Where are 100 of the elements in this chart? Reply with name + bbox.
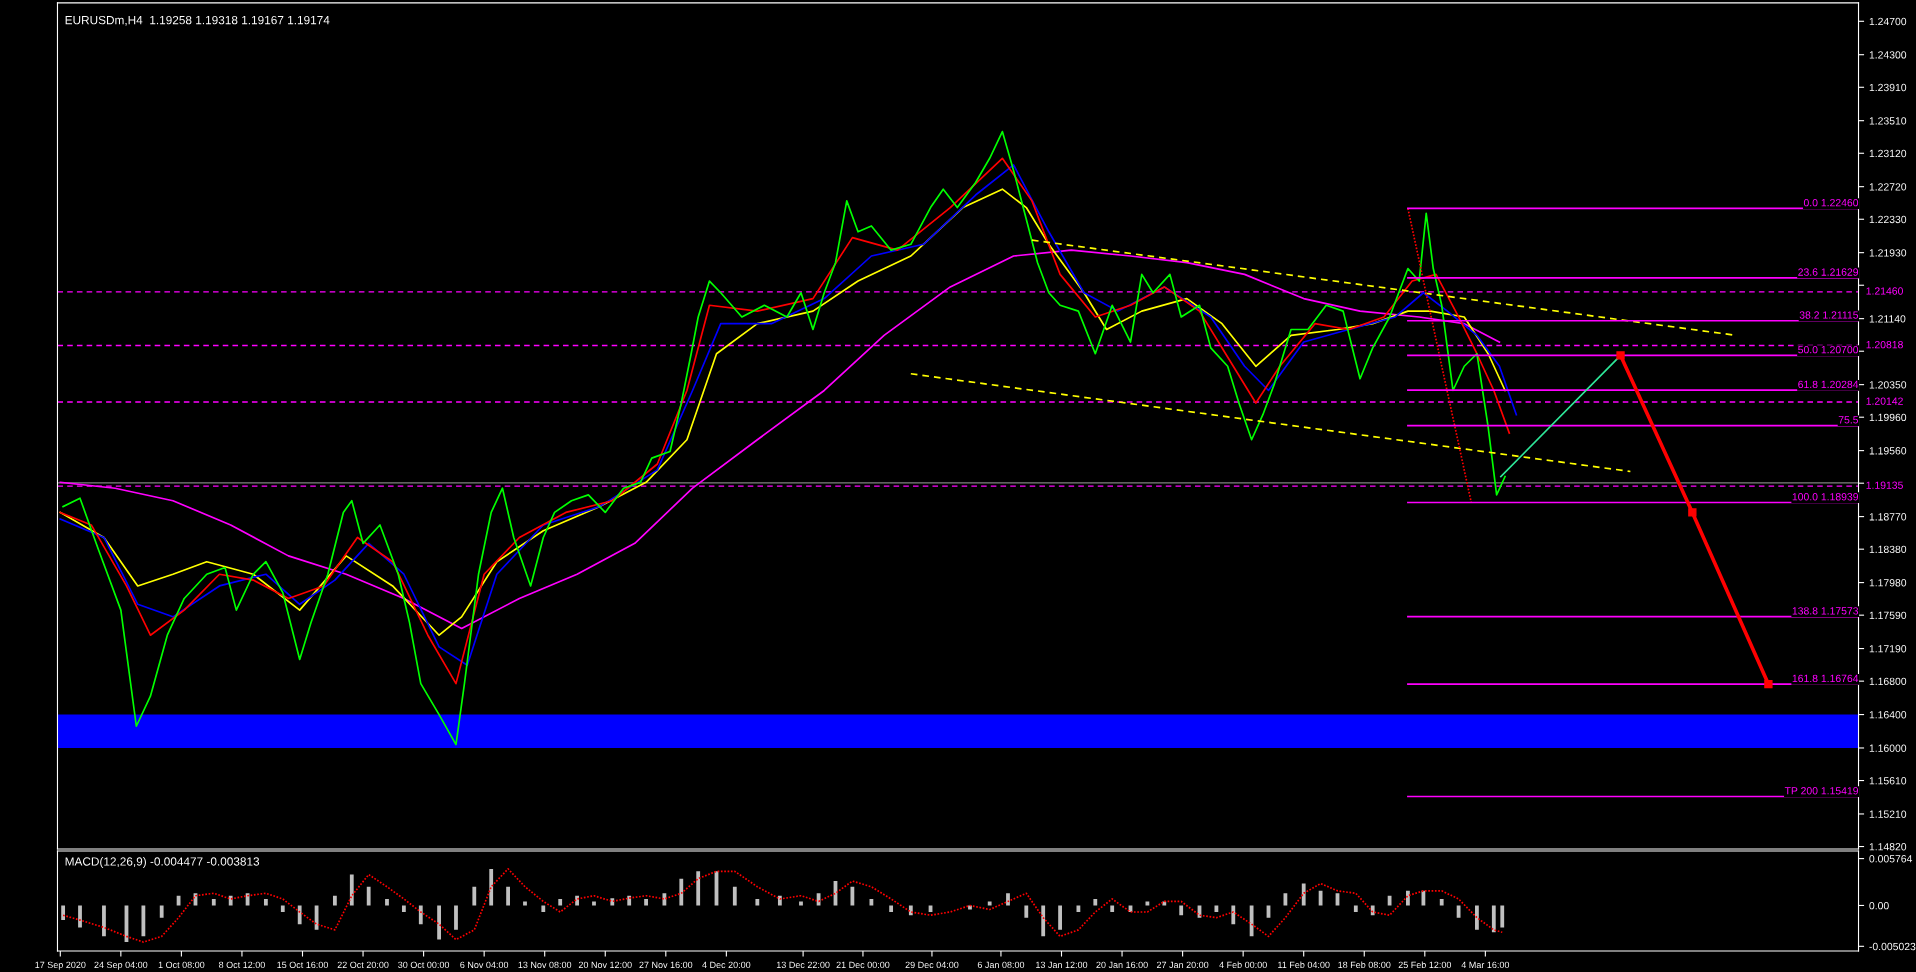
bar (1475, 905, 1479, 930)
bar (869, 898, 874, 906)
y-tick-label: 1.24300 (1869, 51, 1907, 59)
y-tick-label: 1.19960 (1869, 413, 1907, 422)
bar (541, 905, 546, 912)
x-tick-label: 20 Nov 12:00 (578, 961, 632, 969)
y-tick-label: 0.00 (1869, 901, 1889, 910)
bar (332, 895, 337, 906)
y-tick-label: 1.19560 (1869, 447, 1907, 455)
bar (506, 886, 510, 906)
series-label: 61.8 1.20284 (1798, 380, 1859, 389)
x-tick-label: 24 Sep 04:00 (94, 961, 148, 970)
bar (437, 905, 441, 940)
bar (78, 905, 82, 928)
bar (1214, 905, 1219, 912)
y-tick-label: -0.005023 (1869, 942, 1916, 951)
y-tick-label: 1.14820 (1869, 843, 1907, 851)
bar (523, 901, 527, 906)
bar (558, 898, 563, 906)
y-tick-label: 1.18380 (1869, 545, 1907, 554)
bar (1006, 893, 1010, 906)
text: EURUSDm,H4 1.19258 1.19318 1.19167 1.19174 (65, 15, 330, 26)
bar (1058, 905, 1062, 930)
y-tick-label: 1.16400 (1869, 711, 1907, 719)
bar (1076, 905, 1081, 912)
bar (755, 898, 760, 906)
x-tick-label: 6 Nov 04:00 (460, 961, 509, 969)
bar (1421, 890, 1426, 906)
series-label: 0.0 1.22460 (1803, 198, 1859, 207)
bar (732, 886, 737, 906)
x-tick-label: 4 Dec 20:00 (702, 961, 751, 969)
x-tick-label: 13 Dec 22:00 (776, 961, 830, 969)
x-tick-label: 1 Oct 08:00 (158, 961, 205, 969)
bar (799, 901, 803, 906)
bar (592, 901, 596, 906)
y-tick-label: 1.17980 (1869, 579, 1907, 587)
line-series (62, 868, 1504, 943)
bar (662, 893, 667, 906)
ref-line-label: 1.20142 (1866, 397, 1903, 405)
bar (263, 898, 268, 906)
bar (987, 901, 992, 906)
bar (349, 874, 354, 906)
y-tick-label: 0.005764 (1869, 855, 1913, 863)
x-tick-label: 27 Nov 16:00 (639, 961, 693, 969)
x-tick-label: 29 Dec 04:00 (905, 961, 959, 969)
y-tick-label: 1.23120 (1869, 149, 1907, 158)
bar (61, 905, 66, 921)
bar (102, 905, 106, 937)
series-label: 161.8 1.16764 (1792, 674, 1859, 683)
bar (401, 905, 406, 912)
bar (644, 898, 648, 906)
bar (1249, 905, 1254, 937)
bar (472, 886, 477, 906)
x-tick-label: 25 Feb 12:00 (1398, 961, 1452, 969)
y-tick-label: 1.18770 (1869, 513, 1907, 521)
bar (1406, 890, 1410, 906)
y-tick-label: 1.15210 (1869, 810, 1907, 818)
series-label: 38.2 1.21115 (1799, 311, 1859, 319)
bar (1500, 905, 1505, 928)
bar (385, 898, 389, 906)
ref-line-label: 1.21460 (1866, 287, 1903, 295)
x-tick-label: 17 Sep 2020 (35, 961, 86, 970)
series-label: 23.6 1.21629 (1798, 268, 1859, 276)
x-tick-label: 30 Oct 00:00 (398, 961, 450, 969)
bar (1491, 905, 1496, 933)
y-tick-label: 1.16800 (1869, 677, 1907, 686)
x-tick-label: 21 Dec 00:00 (836, 961, 890, 969)
y-tick-label: 1.20350 (1869, 381, 1907, 389)
y-tick-label: 1.24700 (1869, 17, 1907, 26)
y-tick-label: 1.22330 (1869, 215, 1907, 224)
x-tick-label: 20 Jan 16:00 (1096, 961, 1148, 969)
bar (141, 905, 146, 937)
bar (1456, 905, 1461, 918)
x-tick-label: 11 Feb 04:00 (1278, 961, 1330, 969)
y-tick-label: 1.17590 (1869, 611, 1907, 620)
x-tick-label: 13 Nov 08:00 (518, 961, 572, 969)
point (1764, 679, 1773, 689)
bar (418, 905, 423, 925)
y-tick-label: 1.21140 (1869, 315, 1906, 323)
bar (1387, 895, 1392, 906)
bar (1231, 905, 1236, 925)
bar (297, 905, 302, 925)
series-label: 138.8 1.17573 (1792, 607, 1859, 615)
bar (1024, 905, 1029, 918)
bar (159, 905, 164, 918)
bar (679, 878, 684, 906)
bar (968, 905, 972, 910)
x-tick-label: 4 Mar 16:00 (1461, 961, 1510, 969)
bar (1093, 898, 1098, 906)
x-tick-label: 15 Oct 16:00 (277, 961, 328, 969)
bar (1283, 893, 1288, 906)
y-tick-label: 1.15610 (1869, 777, 1907, 785)
bar (211, 898, 216, 906)
ref-line-label: 1.19135 (1866, 481, 1903, 489)
x-tick-label: 6 Jan 08:00 (977, 961, 1025, 969)
point (1688, 508, 1697, 517)
bar (366, 886, 371, 906)
bar (1318, 890, 1323, 906)
y-tick-label: 1.23510 (1869, 117, 1907, 125)
bar (1110, 905, 1115, 912)
